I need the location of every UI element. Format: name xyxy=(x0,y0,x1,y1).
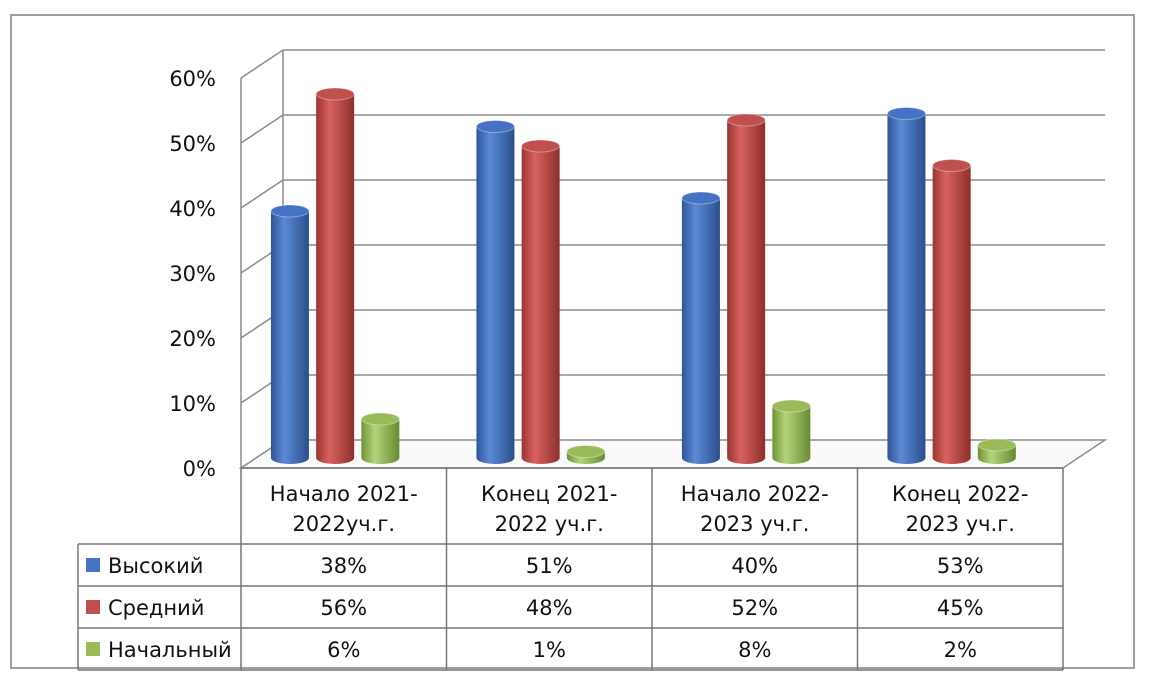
data-label: 38% xyxy=(320,554,367,578)
legend-key xyxy=(86,558,100,572)
data-label: 45% xyxy=(937,596,984,620)
bar-Высокий-1 xyxy=(270,204,310,464)
bar-body xyxy=(361,419,400,464)
bar-body xyxy=(476,126,515,464)
bar-body xyxy=(681,198,720,464)
bar-top xyxy=(681,191,721,205)
y-tick-label: 50% xyxy=(169,132,216,156)
bar-Начальный-1 xyxy=(360,412,400,464)
gridline-depth xyxy=(240,49,284,79)
bar-Начальный-2 xyxy=(566,445,606,464)
bar-Начальный-3 xyxy=(771,399,811,464)
bar-Высокий-3 xyxy=(681,191,721,464)
data-label: 6% xyxy=(327,638,360,662)
series-name: Высокий xyxy=(108,554,203,578)
bar-top xyxy=(315,87,355,101)
bar-body xyxy=(887,113,926,464)
bar-Начальный-4 xyxy=(977,438,1017,464)
bar-top xyxy=(566,445,606,458)
bar-top xyxy=(475,120,515,133)
bars-layer xyxy=(270,87,1017,464)
legend-key xyxy=(86,642,100,656)
bar-Средний-1 xyxy=(315,87,355,464)
bar-body xyxy=(316,94,355,464)
bar-top xyxy=(977,438,1017,452)
category-label: Конец 2021-2022 уч.г. xyxy=(481,482,617,536)
gridline-depth xyxy=(240,114,284,144)
y-tick-label: 60% xyxy=(169,67,216,91)
category-label: Начало 2021-2022уч.г. xyxy=(270,482,418,536)
data-label: 8% xyxy=(738,638,771,662)
y-tick-label: 40% xyxy=(169,197,216,221)
data-label: 48% xyxy=(526,596,573,620)
data-label: 1% xyxy=(533,638,566,662)
bar-Высокий-4 xyxy=(886,107,926,464)
y-tick-label: 20% xyxy=(169,327,216,351)
bar-top xyxy=(270,204,310,218)
bar-Средний-2 xyxy=(521,139,561,464)
y-tick-label: 30% xyxy=(169,262,216,286)
bar-top xyxy=(932,159,972,172)
bar-top xyxy=(886,107,926,120)
data-label: 53% xyxy=(937,554,984,578)
data-label: 51% xyxy=(526,554,573,578)
bar-top xyxy=(771,399,811,413)
bar-Средний-3 xyxy=(726,113,766,464)
y-tick-label: 0% xyxy=(183,457,216,481)
y-tick-label: 10% xyxy=(169,392,216,416)
bar-top xyxy=(360,412,400,426)
legend-key xyxy=(86,600,100,614)
data-table-layer: Начало 2021-2022уч.г. Конец 2021-2022 уч.… xyxy=(77,467,1064,671)
bar-Высокий-2 xyxy=(475,120,515,464)
bar-body xyxy=(521,146,560,464)
gridline-depth xyxy=(240,179,284,209)
category-label: Начало 2022-2023 уч.г. xyxy=(681,482,829,536)
bar-body xyxy=(772,406,811,464)
data-label: 52% xyxy=(731,596,778,620)
bar-body xyxy=(932,165,971,464)
bar-Средний-4 xyxy=(932,159,972,464)
category-label: Конец 2022-2023 уч.г. xyxy=(892,482,1028,536)
bar-top xyxy=(521,139,561,153)
data-label: 56% xyxy=(320,596,367,620)
bar-body xyxy=(270,211,309,464)
series-name: Начальный xyxy=(108,638,232,662)
bar-top xyxy=(726,113,766,127)
series-name: Средний xyxy=(108,596,204,620)
bar-body xyxy=(727,120,766,464)
data-label: 2% xyxy=(944,638,977,662)
data-label: 40% xyxy=(731,554,778,578)
